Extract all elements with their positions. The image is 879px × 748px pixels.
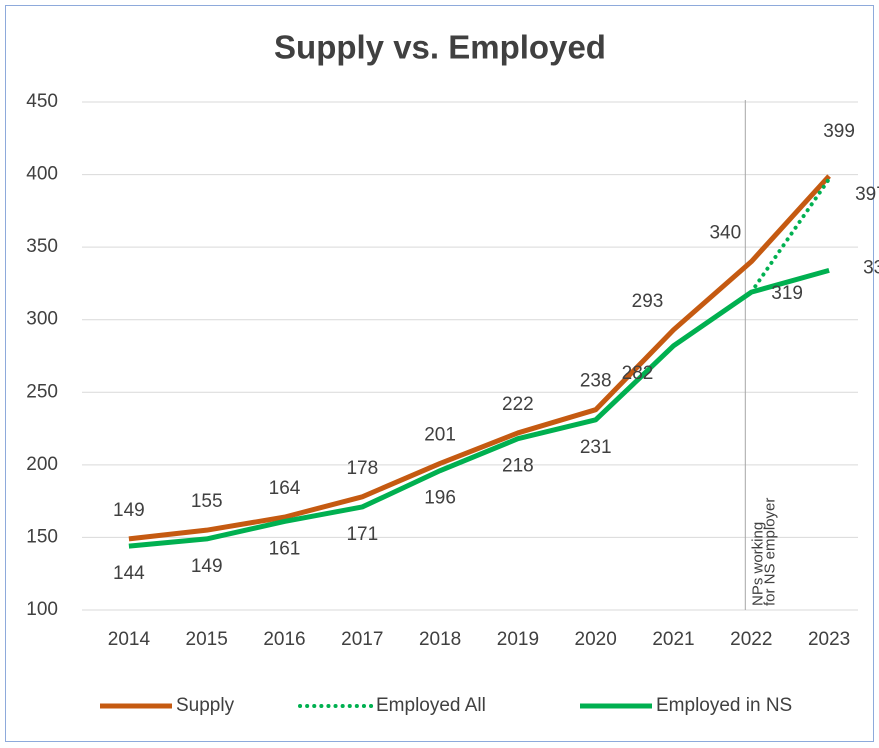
data-label: 399	[823, 121, 855, 142]
series-line	[749, 176, 832, 295]
y-tick-label: 450	[26, 91, 58, 112]
data-label: 334	[863, 257, 879, 278]
data-label: 231	[580, 437, 612, 458]
y-tick-label: 350	[26, 236, 58, 257]
y-tick-label: 150	[26, 526, 58, 547]
data-label: 161	[269, 538, 301, 559]
data-label: 319	[771, 283, 803, 304]
data-label: 218	[502, 456, 534, 477]
x-tick-label: 2018	[419, 629, 461, 650]
data-label: 282	[622, 363, 654, 384]
legend-label: Employed All	[376, 695, 486, 716]
data-label: 196	[424, 488, 456, 509]
x-tick-label: 2017	[341, 629, 383, 650]
annotation: for NS employer	[761, 498, 778, 606]
data-label: 149	[191, 556, 223, 577]
x-tick-label: 2023	[808, 629, 850, 650]
y-tick-label: 300	[26, 309, 58, 330]
x-tick-label: 2016	[263, 629, 305, 650]
data-label: 293	[632, 291, 664, 312]
chart-frame	[5, 5, 874, 742]
x-tick-label: 2021	[652, 629, 694, 650]
annotation: NPs working	[749, 522, 766, 606]
chart-title: Supply vs. Employed	[274, 29, 606, 66]
legend-label: Supply	[176, 695, 235, 716]
x-tick-label: 2019	[497, 629, 539, 650]
data-label: 164	[269, 478, 301, 499]
y-tick-label: 400	[26, 164, 58, 185]
data-label: 149	[113, 500, 145, 521]
y-tick-label: 200	[26, 454, 58, 475]
data-label: 171	[346, 524, 378, 545]
x-tick-label: 2015	[186, 629, 228, 650]
data-label: 222	[502, 394, 534, 415]
data-label: 155	[191, 491, 223, 512]
data-label: 201	[424, 424, 456, 445]
x-tick-label: 2022	[730, 629, 772, 650]
data-label: 238	[580, 371, 612, 392]
legend-label: Employed in NS	[656, 695, 792, 716]
data-label: 144	[113, 563, 145, 584]
y-tick-label: 250	[26, 381, 58, 402]
data-label: 340	[709, 223, 741, 244]
series-line	[128, 174, 831, 542]
data-label: 397	[855, 184, 879, 205]
series-line	[128, 267, 830, 549]
y-tick-label: 100	[26, 599, 58, 620]
x-tick-label: 2014	[108, 629, 151, 650]
x-tick-label: 2020	[575, 629, 617, 650]
data-label: 178	[346, 458, 378, 479]
